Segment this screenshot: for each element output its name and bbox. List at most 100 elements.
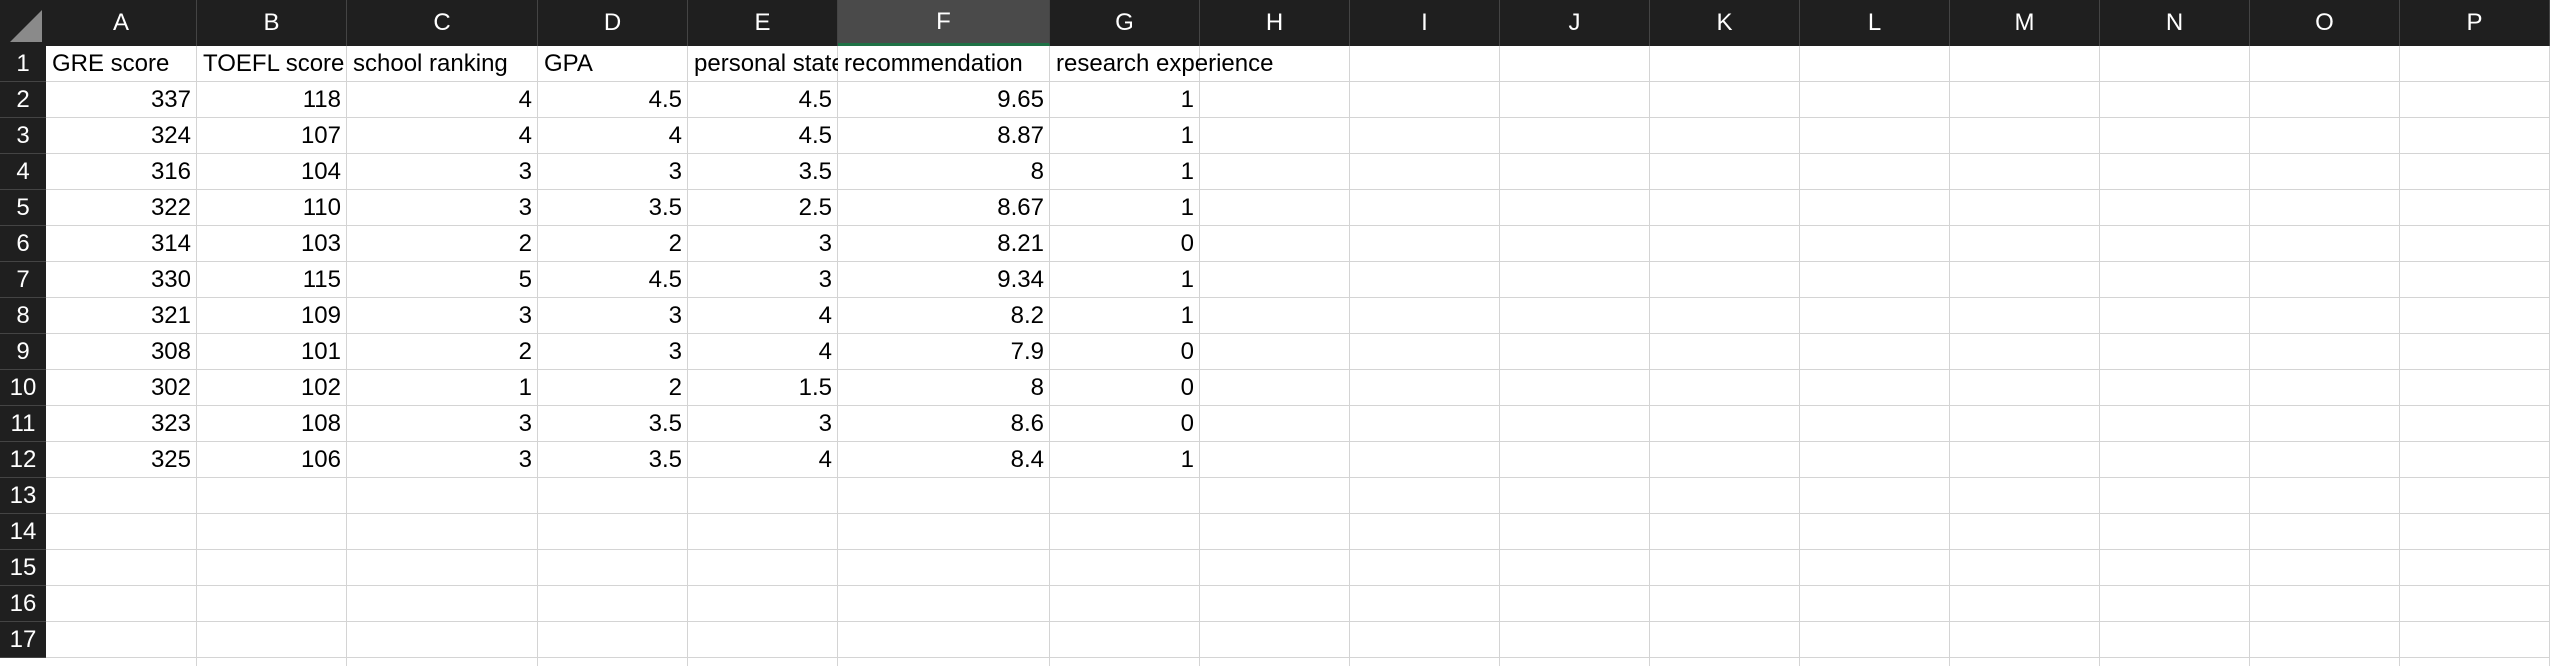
cell-f9[interactable]: 7.9 <box>1010 338 1044 365</box>
cell-f12[interactable]: 8.4 <box>1010 446 1044 473</box>
row-header-2[interactable]: 2 <box>0 82 46 118</box>
row-header-8[interactable]: 8 <box>0 298 46 334</box>
column-header-c[interactable]: C <box>347 0 538 46</box>
cell-a10[interactable]: 302 <box>150 374 191 401</box>
cell-c9[interactable]: 2 <box>518 338 532 365</box>
cell-f5[interactable]: 8.67 <box>997 194 1044 221</box>
cell-a1[interactable]: GRE score <box>52 50 170 77</box>
cell-e10[interactable]: 1.5 <box>798 374 832 401</box>
cell-a5[interactable]: 322 <box>150 194 191 221</box>
cell-b10[interactable]: 102 <box>300 374 341 401</box>
row-header-5[interactable]: 5 <box>0 190 46 226</box>
row-header-10[interactable]: 10 <box>0 370 46 406</box>
cell-g9[interactable]: 0 <box>1180 338 1194 365</box>
row-header-13[interactable]: 13 <box>0 478 46 514</box>
cell-d7[interactable]: 4.5 <box>648 266 682 293</box>
cell-f1[interactable]: recommendation <box>844 50 1023 77</box>
cell-c10[interactable]: 1 <box>518 374 532 401</box>
column-header-k[interactable]: K <box>1650 0 1800 46</box>
cell-d11[interactable]: 3.5 <box>648 410 682 437</box>
row-header-16[interactable]: 16 <box>0 586 46 622</box>
row-header-3[interactable]: 3 <box>0 118 46 154</box>
column-header-m[interactable]: M <box>1950 0 2100 46</box>
cell-d3[interactable]: 4 <box>668 122 682 149</box>
row-header-12[interactable]: 12 <box>0 442 46 478</box>
cell-d4[interactable]: 3 <box>668 158 682 185</box>
cell-g5[interactable]: 1 <box>1180 194 1194 221</box>
column-header-b[interactable]: B <box>197 0 347 46</box>
column-header-l[interactable]: L <box>1800 0 1950 46</box>
cell-g2[interactable]: 1 <box>1180 86 1194 113</box>
cell-d6[interactable]: 2 <box>668 230 682 257</box>
cell-a11[interactable]: 323 <box>150 410 191 437</box>
cell-f11[interactable]: 8.6 <box>1010 410 1044 437</box>
cell-e8[interactable]: 4 <box>818 302 832 329</box>
cell-g6[interactable]: 0 <box>1180 230 1194 257</box>
row-header-11[interactable]: 11 <box>0 406 46 442</box>
cell-f6[interactable]: 8.21 <box>997 230 1044 257</box>
cell-b8[interactable]: 109 <box>300 302 341 329</box>
cell-f3[interactable]: 8.87 <box>997 122 1044 149</box>
cell-d5[interactable]: 3.5 <box>648 194 682 221</box>
column-header-g[interactable]: G <box>1050 0 1200 46</box>
row-header-15[interactable]: 15 <box>0 550 46 586</box>
cell-e2[interactable]: 4.5 <box>798 86 832 113</box>
cell-b12[interactable]: 106 <box>300 446 341 473</box>
cell-a7[interactable]: 330 <box>150 266 191 293</box>
cell-f8[interactable]: 8.2 <box>1010 302 1044 329</box>
cell-e4[interactable]: 3.5 <box>798 158 832 185</box>
cell-e1[interactable]: personal statement <box>694 50 838 77</box>
cell-b11[interactable]: 108 <box>300 410 341 437</box>
cell-c8[interactable]: 3 <box>518 302 532 329</box>
cell-g11[interactable]: 0 <box>1180 410 1194 437</box>
cell-e9[interactable]: 4 <box>818 338 832 365</box>
column-header-h[interactable]: H <box>1200 0 1350 46</box>
row-header-9[interactable]: 9 <box>0 334 46 370</box>
cell-b2[interactable]: 118 <box>302 86 341 113</box>
cell-c3[interactable]: 4 <box>518 122 532 149</box>
cell-e7[interactable]: 3 <box>818 266 832 293</box>
column-header-j[interactable]: J <box>1500 0 1650 46</box>
cell-a3[interactable]: 324 <box>150 122 191 149</box>
cell-e5[interactable]: 2.5 <box>798 194 832 221</box>
column-header-n[interactable]: N <box>2100 0 2250 46</box>
cell-a6[interactable]: 314 <box>150 230 191 257</box>
cell-a12[interactable]: 325 <box>150 446 191 473</box>
cell-g4[interactable]: 1 <box>1180 158 1194 185</box>
column-header-i[interactable]: I <box>1350 0 1500 46</box>
cell-c1[interactable]: school ranking <box>353 50 508 77</box>
cell-d12[interactable]: 3.5 <box>648 446 682 473</box>
cell-f2[interactable]: 9.65 <box>997 86 1044 113</box>
cell-g7[interactable]: 1 <box>1180 266 1194 293</box>
cell-c12[interactable]: 3 <box>518 446 532 473</box>
cell-a4[interactable]: 316 <box>150 158 191 185</box>
cell-g3[interactable]: 1 <box>1180 122 1194 149</box>
cell-b4[interactable]: 104 <box>300 158 341 185</box>
column-header-p[interactable]: P <box>2400 0 2550 46</box>
row-header-7[interactable]: 7 <box>0 262 46 298</box>
cell-b3[interactable]: 107 <box>300 122 341 149</box>
cell-g8[interactable]: 1 <box>1180 302 1194 329</box>
cell-g10[interactable]: 0 <box>1180 374 1194 401</box>
cell-c6[interactable]: 2 <box>518 230 532 257</box>
cell-a9[interactable]: 308 <box>150 338 191 365</box>
cell-e3[interactable]: 4.5 <box>798 122 832 149</box>
cell-c7[interactable]: 5 <box>518 266 532 293</box>
row-header-14[interactable]: 14 <box>0 514 46 550</box>
cell-f7[interactable]: 9.34 <box>997 266 1044 293</box>
cell-c11[interactable]: 3 <box>518 410 532 437</box>
cell-b9[interactable]: 101 <box>300 338 341 365</box>
cell-a8[interactable]: 321 <box>150 302 191 329</box>
cell-a2[interactable]: 337 <box>150 86 191 113</box>
cell-d9[interactable]: 3 <box>668 338 682 365</box>
cell-e12[interactable]: 4 <box>818 446 832 473</box>
row-header-4[interactable]: 4 <box>0 154 46 190</box>
cell-b5[interactable]: 110 <box>302 194 341 221</box>
cell-b7[interactable]: 115 <box>302 266 341 293</box>
cell-e11[interactable]: 3 <box>818 410 832 437</box>
cell-d2[interactable]: 4.5 <box>648 86 682 113</box>
cell-f10[interactable]: 8 <box>1030 374 1044 401</box>
column-header-e[interactable]: E <box>688 0 838 46</box>
column-header-a[interactable]: A <box>46 0 197 46</box>
